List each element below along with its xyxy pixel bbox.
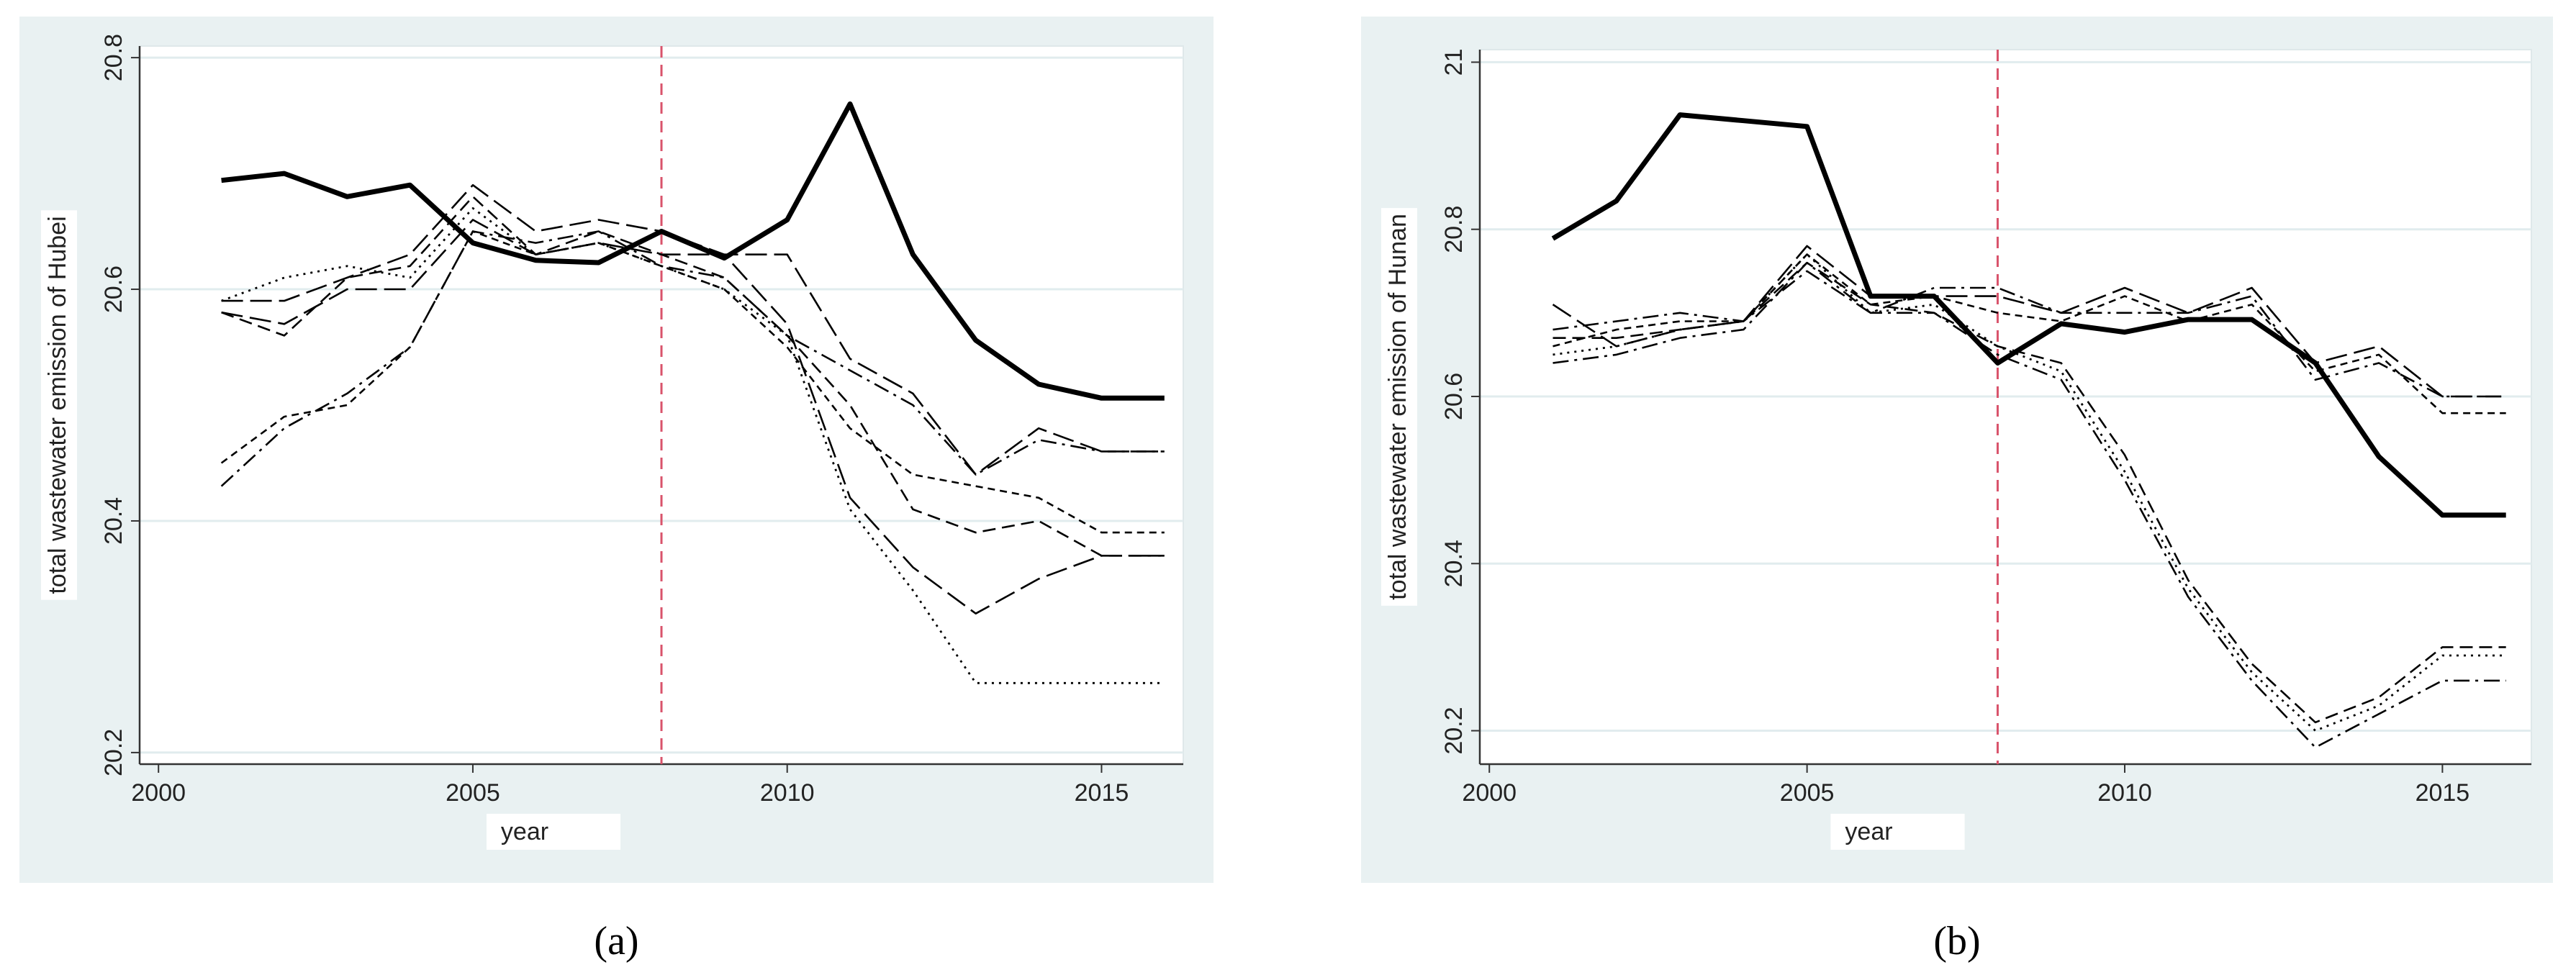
y-tick-label: 20.2 [100, 729, 127, 776]
series-line [220, 230, 1165, 534]
y-tick-label: 20.6 [1440, 373, 1468, 420]
x-tick-label: 2000 [131, 779, 186, 807]
x-tick-label: 2005 [1780, 779, 1835, 807]
y-tick-label: 20.4 [1440, 540, 1468, 587]
series-line [1553, 253, 2506, 414]
series-line [1553, 270, 2506, 398]
y-axis-label: total wastewater emission of Hunan [1384, 214, 1411, 600]
y-axis-label: total wastewater emission of Hubei [44, 216, 71, 594]
x-tick-label: 2010 [2097, 779, 2152, 807]
x-tick-label: 2005 [446, 779, 500, 807]
series-line [1553, 253, 2506, 732]
y-tick-label: 20.8 [100, 34, 127, 81]
series-line [221, 207, 1165, 684]
series-line [221, 101, 1165, 401]
series-line [220, 230, 1165, 487]
plot-area [1479, 49, 2532, 765]
x-tick-label: 2000 [1462, 779, 1517, 807]
series-line [1553, 261, 2506, 749]
label-background [41, 210, 77, 600]
series-line [221, 219, 1165, 476]
caption: (a) [594, 919, 638, 963]
x-tick-label: 2015 [1075, 779, 1129, 807]
x-axis-label: year [501, 818, 548, 845]
y-tick-label: 20.8 [1440, 206, 1468, 253]
x-tick-label: 2010 [760, 779, 815, 807]
y-tick-label: 21 [1440, 49, 1468, 76]
y-tick-label: 20.2 [1440, 707, 1468, 754]
series-line [221, 196, 1165, 557]
caption: (b) [1933, 919, 1980, 963]
series-line [221, 183, 1165, 614]
y-tick-label: 20.4 [100, 497, 127, 545]
y-tick-label: 20.6 [100, 266, 127, 313]
series-line [1551, 112, 2506, 518]
label-background [486, 813, 621, 850]
label-background [1830, 813, 1965, 850]
x-tick-label: 2015 [2415, 779, 2470, 807]
label-background [1381, 208, 1417, 606]
series-line [1553, 261, 2506, 724]
x-axis-label: year [1845, 818, 1892, 845]
